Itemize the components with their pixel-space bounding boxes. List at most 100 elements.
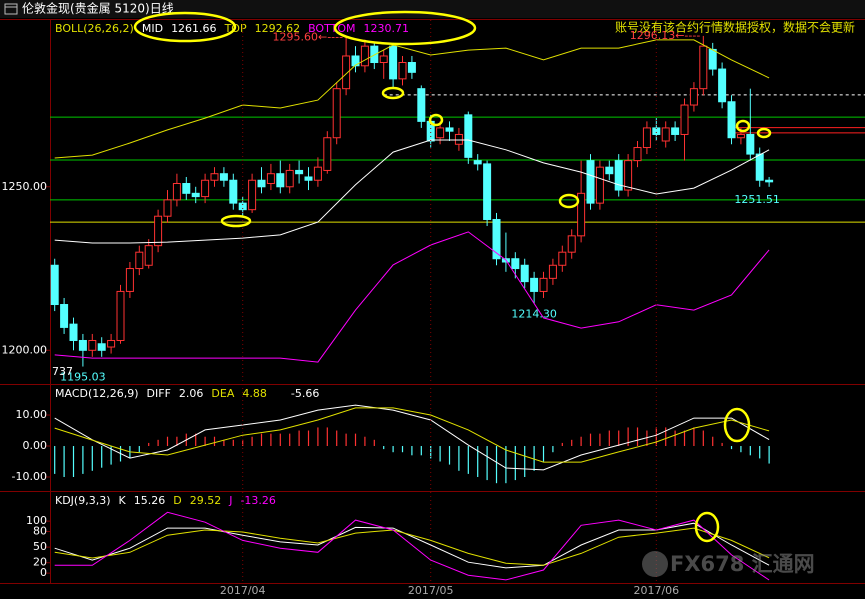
candle-body [342,55,351,90]
candle-body [680,104,689,135]
candle-body [530,277,539,292]
candle-body [248,179,257,211]
x-tick-label: 2017/05 [408,584,454,597]
legend-value: 2.06 [179,387,204,400]
legend-value: -13.26 [240,494,275,507]
candle-body [718,68,727,103]
candle-body [642,127,651,149]
candle-body [389,45,398,80]
candle-body [304,176,313,181]
candle-body [539,277,548,292]
candle-body [483,163,492,220]
x-tick-label: 2017/04 [220,584,266,597]
legend-value: 4.88 [242,387,267,400]
highlight-ellipse [558,193,580,209]
candle-body [144,245,153,266]
panel-title: KDJ(9,3,3) [55,494,111,507]
indicator-line [54,404,770,471]
x-tick-label: 2017/06 [633,584,679,597]
candle-body [50,264,59,306]
candle-body [107,339,116,348]
candle-body [182,183,191,194]
low-annotation: 1195.03 [60,371,106,384]
candle-body [116,290,125,341]
candle-body [238,202,247,211]
y-tick-label: 10.00 [16,408,48,421]
watermark-group: FX678 汇通网 [642,551,815,577]
highlight-ellipse [381,86,405,100]
notice: 账号没有该合约行情数据授权，数据不会更新 [615,20,855,35]
candle-body [417,88,426,122]
candle-body [473,160,482,165]
candle-body [746,133,755,155]
y-tick-label: 0.00 [23,439,48,452]
candle-body [285,169,294,188]
indicator-line [54,527,770,566]
legend-value: 15.26 [134,494,166,507]
candle-body [172,183,181,201]
low-annotation: 1214.30 [511,308,557,321]
candle-body [661,127,670,142]
high-marker-arrow: ←---- [675,29,700,42]
legend-name: MID [142,22,163,35]
y-tick-label: 50 [33,540,47,553]
candle-body [191,192,200,198]
legend-name: DIFF [147,387,171,400]
highlight-ellipse [220,214,252,228]
candle-body [229,179,238,204]
indicator-line [54,39,770,159]
candle-body [78,339,87,351]
candle-body [671,127,680,135]
highlight-ellipse [333,10,477,46]
candle-body [154,215,163,247]
candle-body [332,88,341,139]
candle-body [464,114,473,158]
indicator-line [54,139,770,244]
candle-body [595,166,604,204]
candle-body [708,48,717,70]
highlight-ellipse [756,127,772,139]
candle-body [351,55,360,67]
y-tick-label: 100 [26,514,47,527]
candle-body [135,251,144,270]
candle-body [633,147,642,162]
candle-body [755,153,764,181]
legend-name: K [119,494,127,507]
candle-body [219,173,228,181]
y-tick-label: 1250.00 [2,180,48,193]
legend-name: BOTTOM [308,22,355,35]
legend-value: 1230.71 [363,22,409,35]
candle-body [624,160,633,191]
candle-body [88,339,97,351]
candle-body [201,179,210,198]
candle-body [614,160,623,191]
candle-body [276,173,285,188]
candle-body [370,45,379,64]
candle-body [210,173,219,181]
candle-body [295,169,304,175]
high-annotation: 1296.13 [630,29,676,42]
legend-value: 1261.66 [171,22,217,35]
candle-body [492,218,501,260]
legend-value: 29.52 [190,494,222,507]
candle-body [323,137,332,171]
watermark-logo [642,551,668,577]
candle-body [445,127,454,132]
candle-body [436,127,445,139]
candle-body [407,62,416,73]
candle-body [97,343,106,351]
high-annotation: 1295.60 [273,31,319,44]
legend-name: D [173,494,181,507]
candle-body [567,235,576,253]
candle-body [548,264,557,279]
y-tick-label: 80 [33,525,47,538]
legend-value: -5.66 [291,387,319,400]
candle-body [60,304,69,328]
legend-name: DEA [211,387,234,400]
candle-body [605,166,614,175]
y-tick-label: 1200.00 [2,343,48,356]
close-annotation: 1251.51 [734,193,780,206]
candle-body [511,258,520,270]
